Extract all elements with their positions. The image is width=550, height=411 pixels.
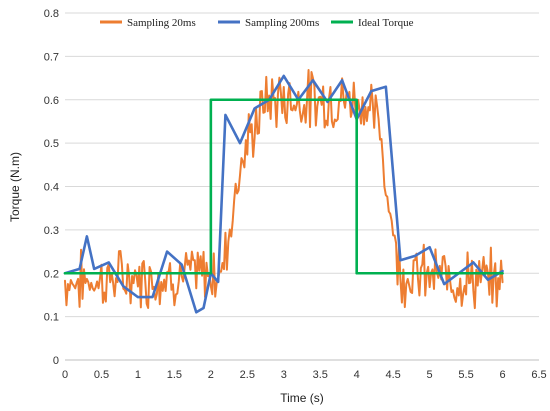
- x-tick-label-4: 2: [208, 369, 214, 381]
- x-tick-label-9: 4.5: [386, 369, 401, 381]
- y-tick-label-2: 0.2: [44, 268, 59, 280]
- y-axis-ticks: 0 0.1 0.2 0.3 0.4 0.5 0.6 0.7 0.8: [44, 8, 59, 367]
- x-tick-label-1: 0.5: [94, 369, 109, 381]
- x-tick-label-5: 2.5: [240, 369, 255, 381]
- series-line-0: [64, 69, 504, 310]
- x-axis-ticks: 0 0.5 1 1.5 2 2.5 3 3.5 4 4.5 5 5.5 6 6.5: [62, 359, 547, 381]
- y-tick-label-7: 0.7: [44, 51, 59, 63]
- x-tick-label-3: 1.5: [167, 369, 182, 381]
- y-tick-label-4: 0.4: [44, 182, 59, 194]
- legend-label-2: Ideal Torque: [358, 17, 414, 29]
- x-tick-label-13: 6.5: [531, 369, 546, 381]
- y-tick-label-1: 0.1: [44, 312, 59, 324]
- legend: Sampling 20ms Sampling 200ms Ideal Torque: [100, 17, 414, 29]
- x-tick-label-11: 5.5: [458, 369, 473, 381]
- y-tick-label-5: 0.5: [44, 138, 59, 150]
- x-tick-label-7: 3.5: [313, 369, 328, 381]
- x-tick-label-6: 3: [281, 369, 287, 381]
- x-tick-label-8: 4: [354, 369, 360, 381]
- y-tick-label-8: 0.8: [44, 8, 59, 20]
- plot-series: [63, 69, 504, 314]
- series-line-1: [63, 74, 504, 314]
- legend-label-1: Sampling 200ms: [245, 17, 319, 29]
- gridlines: [65, 12, 539, 361]
- y-axis-title: Torque (N.m): [8, 152, 22, 222]
- y-tick-label-0: 0: [53, 355, 59, 367]
- x-tick-label-10: 5: [427, 369, 433, 381]
- x-tick-label-12: 6: [499, 369, 505, 381]
- x-axis-title: Time (s): [280, 391, 324, 405]
- x-tick-label-2: 1: [135, 369, 141, 381]
- x-tick-label-0: 0: [62, 369, 68, 381]
- series-line-2: [63, 98, 504, 275]
- y-tick-label-6: 0.6: [44, 95, 59, 107]
- legend-label-0: Sampling 20ms: [127, 17, 196, 29]
- y-tick-label-3: 0.3: [44, 225, 59, 237]
